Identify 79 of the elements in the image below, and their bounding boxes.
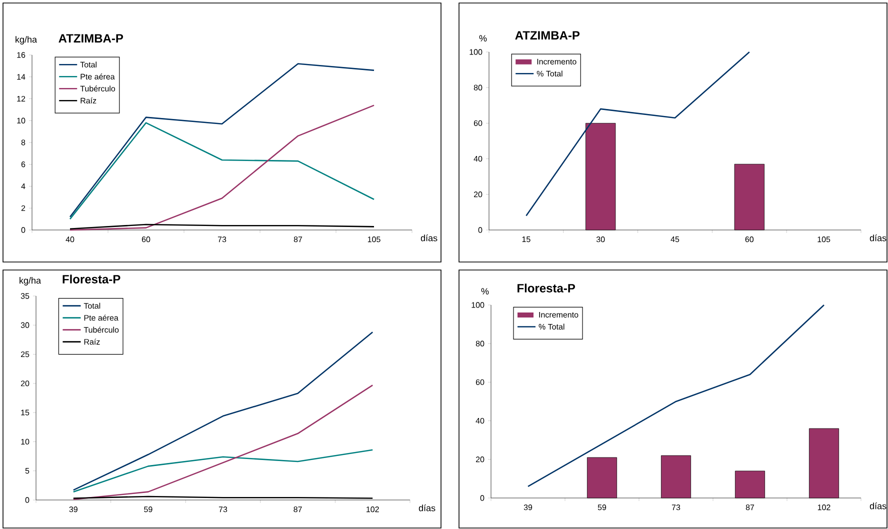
x-tick-label: 60 — [142, 236, 150, 242]
y-tick-label: 10 — [21, 438, 30, 445]
x-tick-label: 105 — [368, 236, 380, 242]
x-tick-label: 87 — [294, 506, 302, 512]
legend-label: Total — [84, 302, 100, 309]
legend-label: Tubérculo — [84, 326, 119, 333]
y-tick-label: 20 — [476, 456, 484, 462]
y-tick-label: 20 — [20, 380, 30, 386]
x-tick-label: 73 — [672, 504, 680, 510]
x-tick-label: 40 — [66, 236, 74, 242]
y-tick-label: 100 — [470, 49, 482, 55]
x-tick-label: 59 — [598, 504, 606, 510]
x-tick-label: 87 — [294, 236, 302, 242]
y-axis-title: kg/ha — [16, 36, 38, 44]
y-tick-label: 80 — [476, 340, 484, 346]
legend-label: Pte aérea — [80, 73, 115, 80]
legend-label: Raíz — [80, 97, 96, 104]
x-tick-label: 60 — [745, 236, 754, 242]
y-tick-label: 6 — [21, 162, 26, 168]
y-tick-label: 20 — [474, 192, 482, 198]
y-tick-label: 25 — [20, 351, 30, 358]
x-tick-label: 102 — [366, 506, 379, 512]
legend-label: % Total — [536, 70, 562, 76]
line-series — [69, 63, 375, 218]
legend-label: Raíz — [84, 338, 100, 345]
y-tick-label: 0 — [21, 227, 26, 233]
line-series — [72, 449, 374, 492]
line-series — [72, 331, 374, 491]
y-tick-label: 35 — [20, 293, 30, 299]
chart-title: Floresta-P — [518, 284, 576, 292]
chart-title: Floresta-P — [62, 274, 120, 284]
legend-label: % Total — [538, 324, 564, 330]
y-tick-label: 12 — [17, 96, 26, 102]
y-tick-label: 0 — [478, 227, 482, 233]
line-series — [526, 51, 750, 216]
x-tick-label: 59 — [144, 506, 152, 512]
y-tick-label: 40 — [476, 418, 484, 424]
y-axis-title: % — [481, 288, 489, 294]
x-axis-title: días — [870, 234, 886, 242]
x-axis-title: días — [870, 502, 886, 510]
y-tick-label: 15 — [21, 410, 30, 416]
chart-title: ATZIMBA-P — [515, 31, 580, 40]
x-axis-title: días — [420, 234, 438, 242]
legend-label: Tubérculo — [80, 85, 116, 92]
y-tick-label: 4 — [21, 183, 26, 189]
legend-label: Incremento — [539, 312, 578, 318]
line-series — [69, 122, 375, 220]
y-tick-label: 30 — [20, 322, 30, 328]
y-tick-label: 80 — [474, 84, 482, 90]
y-axis-title: % — [479, 35, 487, 42]
x-axis-title: días — [418, 504, 436, 512]
y-tick-label: 60 — [476, 379, 484, 386]
y-axis-title: kg/ha — [20, 277, 42, 286]
y-tick-label: 14 — [17, 74, 26, 80]
y-tick-label: 0 — [25, 497, 30, 503]
x-tick-label: 15 — [522, 236, 530, 242]
x-tick-label: 45 — [670, 236, 680, 242]
x-tick-label: 39 — [69, 506, 78, 512]
chart-title: ATZIMBA-P — [58, 34, 124, 42]
x-tick-label: 87 — [746, 504, 754, 510]
line-series — [69, 104, 375, 231]
y-tick-label: 0 — [480, 495, 484, 501]
y-tick-label: 40 — [474, 156, 482, 162]
legend-label: Total — [80, 62, 96, 68]
x-tick-label: 102 — [818, 504, 830, 510]
y-tick-label: 5 — [25, 468, 30, 474]
y-tick-label: 16 — [17, 52, 26, 58]
x-tick-label: 73 — [218, 236, 226, 242]
y-tick-label: 8 — [21, 140, 26, 146]
legend-label: Pte aérea — [84, 314, 118, 321]
x-tick-label: 73 — [218, 506, 228, 512]
legend-label: Incremento — [537, 58, 576, 64]
x-tick-label: 30 — [596, 236, 605, 242]
x-tick-label: 105 — [818, 236, 830, 242]
y-tick-label: 60 — [474, 120, 482, 126]
y-tick-label: 2 — [21, 205, 26, 211]
x-tick-label: 39 — [524, 504, 532, 510]
y-tick-label: 100 — [472, 302, 484, 308]
y-tick-label: 10 — [17, 118, 26, 124]
